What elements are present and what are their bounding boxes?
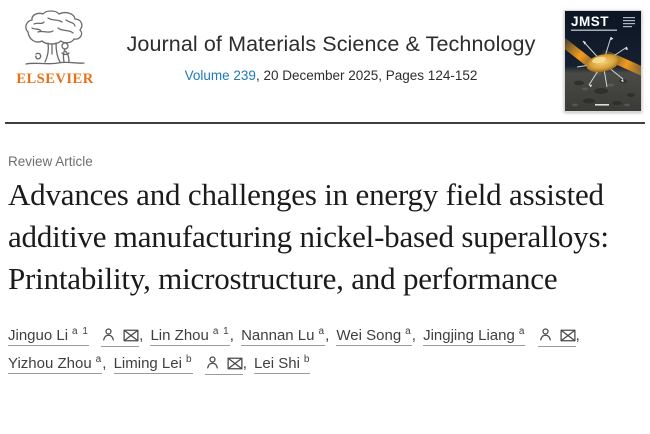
volume-issue-line: Volume 239, 20 December 2025, Pages 124-… — [98, 68, 564, 83]
author-name: Lei Shi — [254, 354, 300, 372]
author-separator: , — [139, 327, 148, 345]
journal-title-link[interactable]: Journal of Materials Science & Technolog… — [126, 32, 536, 56]
article-title: Advances and challenges in energy field … — [8, 177, 609, 297]
author-separator: , — [575, 327, 580, 345]
banner-divider — [5, 122, 645, 124]
author-name: Jingjing Liang — [423, 327, 515, 345]
author-separator: , — [229, 327, 239, 345]
author-list: Jinguo Li a 1 , Lin Zhou a 1, Nannan Lu a, … — [8, 322, 642, 377]
author-name: Lin Zhou — [150, 327, 209, 345]
envelope-icon — [123, 330, 139, 342]
article-type-label: Review Article — [8, 154, 93, 169]
author-affiliation-sup: a — [95, 353, 103, 365]
volume-link[interactable]: Volume 239 — [184, 68, 256, 83]
elsevier-logo[interactable]: ELSEVIER — [12, 10, 98, 88]
corresponding-author-icons[interactable] — [204, 354, 243, 375]
author-link[interactable]: Jinguo Li a 1 — [8, 326, 89, 347]
author-separator: , — [325, 327, 334, 345]
author-separator: , — [102, 354, 111, 372]
elsevier-wordmark: ELSEVIER — [16, 71, 94, 87]
author-link[interactable]: Liming Lei b — [113, 353, 193, 374]
author-link[interactable]: Yizhou Zhou a — [8, 353, 103, 374]
elsevier-tree-icon — [25, 10, 85, 65]
author-link[interactable]: Nannan Lu a — [241, 326, 326, 347]
author-separator: , — [242, 354, 252, 372]
author-link[interactable]: Jingjing Liang a — [423, 326, 526, 347]
person-icon — [206, 356, 218, 369]
person-icon — [103, 328, 115, 342]
author-link[interactable]: Wei Song a — [336, 326, 412, 347]
author-affiliation-sup: a — [518, 326, 526, 338]
author-affiliation-sup: b — [185, 353, 193, 365]
author-affiliation-sup: a 1 — [212, 326, 230, 338]
author-affiliation-sup: a — [318, 326, 326, 338]
author-name: Wei Song — [336, 327, 402, 345]
author-separator: , — [411, 327, 421, 345]
author-name: Nannan Lu — [241, 327, 315, 345]
author-affiliation-sup: b — [303, 353, 311, 365]
corresponding-author-icons[interactable] — [537, 327, 576, 348]
journal-cover-thumbnail[interactable]: JMST — [564, 10, 642, 112]
banner-center: Journal of Materials Science & Technolog… — [98, 10, 564, 83]
person-icon — [539, 328, 551, 342]
issue-info: , 20 December 2025, Pages 124-152 — [255, 68, 478, 83]
author-name: Yizhou Zhou — [8, 354, 92, 372]
article-head: Review Article Advances and challenges i… — [0, 154, 650, 377]
author-name: Jinguo Li — [8, 327, 69, 345]
author-affiliation-sup: a — [405, 326, 412, 338]
envelope-icon — [227, 357, 243, 370]
author-name: Liming Lei — [113, 354, 182, 372]
author-link[interactable]: Lin Zhou a 1 — [150, 326, 230, 347]
journal-banner: ELSEVIER Journal of Materials Science & … — [0, 0, 650, 112]
svg-text:JMST: JMST — [571, 14, 609, 29]
author-link[interactable]: Lei Shi b — [254, 353, 311, 374]
author-affiliation-sup: a 1 — [72, 326, 89, 338]
corresponding-author-icons[interactable] — [101, 327, 140, 348]
journal-cover-art: JMST — [565, 11, 641, 111]
envelope-icon — [560, 330, 576, 342]
